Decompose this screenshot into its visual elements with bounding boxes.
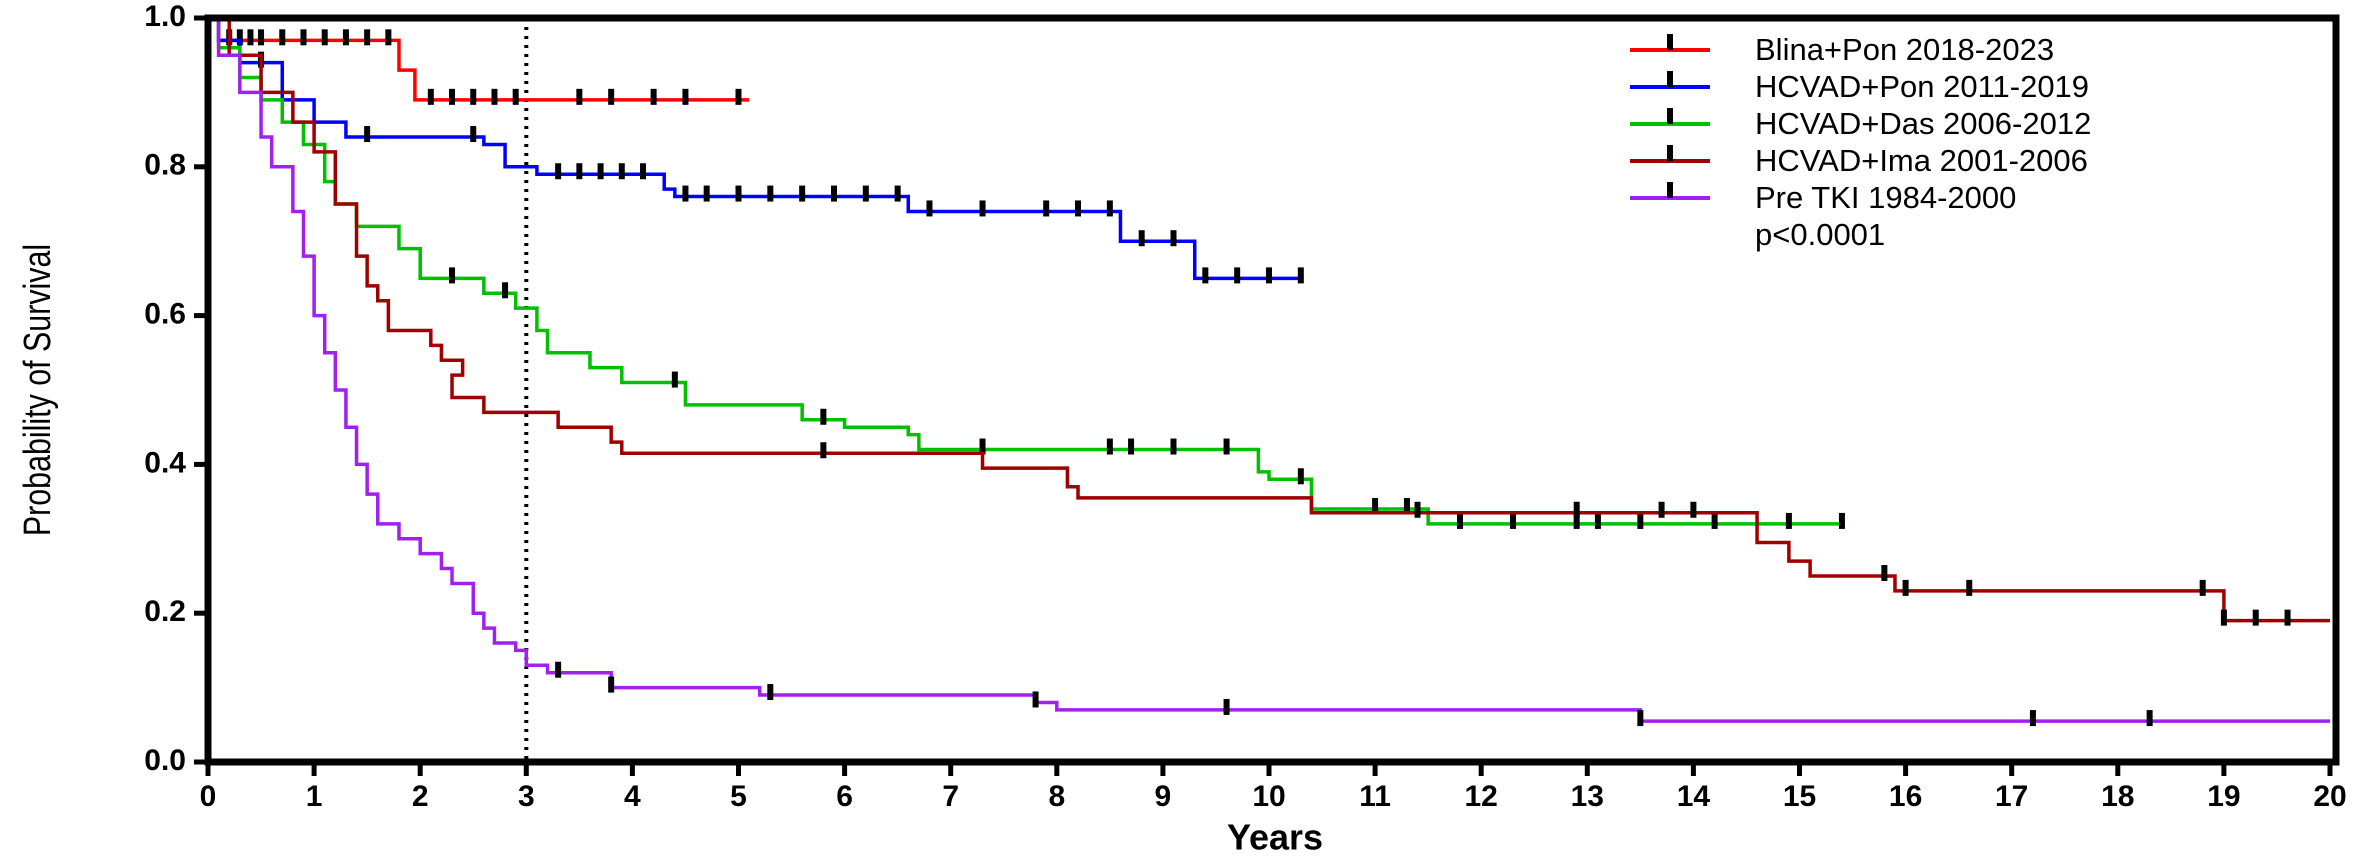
x-axis-label: Years (1227, 817, 1323, 858)
legend-label: Blina+Pon 2018-2023 (1755, 32, 2054, 67)
x-tick-label: 13 (1571, 780, 1604, 813)
x-tick-label: 3 (518, 780, 535, 813)
x-tick-label: 7 (942, 780, 959, 813)
y-axis-label: Probability of Survival (17, 244, 59, 536)
x-tick-label: 8 (1048, 780, 1065, 813)
y-tick-label: 0.2 (144, 595, 186, 628)
legend-label: HCVAD+Pon 2011-2019 (1755, 69, 2089, 104)
legend-label: HCVAD+Das 2006-2012 (1755, 106, 2091, 141)
survival-curve (208, 16, 750, 102)
y-tick-label: 1.0 (144, 0, 186, 33)
x-tick-label: 5 (730, 780, 747, 813)
survival-curve (208, 16, 2330, 623)
x-tick-label: 4 (624, 780, 641, 813)
y-tick-label: 0.0 (144, 744, 186, 777)
x-tick-label: 12 (1465, 780, 1498, 813)
x-tick-label: 15 (1783, 780, 1816, 813)
x-tick-label: 16 (1889, 780, 1922, 813)
x-tick-label: 6 (836, 780, 853, 813)
legend-label: Pre TKI 1984-2000 (1755, 180, 2016, 215)
legend-label: HCVAD+Ima 2001-2006 (1755, 143, 2088, 178)
x-tick-label: 11 (1359, 780, 1391, 813)
axes-frame (204, 14, 2340, 766)
x-tick-label: 0 (200, 780, 217, 813)
y-tick-label: 0.6 (144, 298, 186, 331)
x-tick-label: 14 (1677, 780, 1711, 813)
y-tick-label: 0.4 (144, 446, 186, 479)
x-tick-label: 17 (1995, 780, 2028, 813)
y-tick-label: 0.8 (144, 149, 186, 182)
x-tick-label: 10 (1252, 780, 1285, 813)
x-tick-label: 20 (2313, 780, 2346, 813)
x-tick-label: 1 (306, 780, 323, 813)
x-tick-label: 19 (2207, 780, 2240, 813)
survival-curve (208, 16, 1301, 281)
x-tick-label: 2 (412, 780, 429, 813)
p-value: p<0.0001 (1755, 217, 1885, 252)
x-tick-label: 18 (2101, 780, 2134, 813)
x-tick-label: 9 (1155, 780, 1172, 813)
